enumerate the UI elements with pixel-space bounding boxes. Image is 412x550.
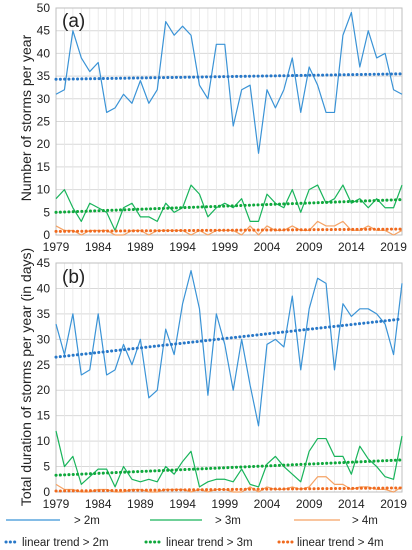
panel-a-ytick-label: 30 bbox=[37, 92, 51, 106]
panel-a-trend-t3m bbox=[54, 198, 404, 214]
panel-b-ylabel: Total duration of storms per year (in da… bbox=[18, 248, 34, 506]
panel-a-ytick-label: 25 bbox=[37, 115, 51, 129]
panel-a-ytick-label: 50 bbox=[37, 1, 51, 15]
legend-label-s4m: > 4m bbox=[352, 515, 378, 527]
panel-a-xtick-label: 1979 bbox=[43, 240, 70, 254]
panel-b-ytick-label: 5 bbox=[43, 460, 50, 474]
panel-b-xtick-label: 2004 bbox=[254, 497, 281, 511]
panel-b-chart: 0 5 10 15 20 25 30 35 40 45 1979 1984 1989 1994 1999 20… bbox=[18, 248, 407, 511]
legend-label-t4m: linear trend > 4m bbox=[297, 537, 384, 549]
panel-b-xtick-label: 2009 bbox=[296, 497, 323, 511]
panel-a-xtick-label: 2004 bbox=[254, 240, 281, 254]
panel-a-ytick-label: 35 bbox=[37, 69, 51, 83]
panel-a-xtick-label: 2014 bbox=[338, 240, 365, 254]
panel-b-tag: (b) bbox=[62, 267, 85, 288]
legend-label-s2m: > 2m bbox=[74, 515, 100, 527]
panel-b-xtick-label: 1984 bbox=[85, 497, 112, 511]
panel-a-ytick-label: 45 bbox=[37, 24, 51, 38]
panel-a-xtick-label: 1984 bbox=[85, 240, 112, 254]
panel-a-ytick-label: 0 bbox=[43, 228, 50, 242]
panel-a-trend-t4m bbox=[54, 227, 404, 233]
panel-b-ytick-label: 40 bbox=[37, 281, 51, 295]
panel-b-series-s2m bbox=[55, 270, 403, 427]
panel-b-ytick-label: 25 bbox=[37, 358, 51, 372]
panel-b-xtick-label: 1979 bbox=[43, 497, 70, 511]
panel-a-xtick-label: 1989 bbox=[127, 240, 154, 254]
panel-b-series-s3m bbox=[55, 430, 403, 488]
panel-a-xtick-label: 1999 bbox=[211, 240, 238, 254]
panel-a-ytick-label: 40 bbox=[37, 46, 51, 60]
panel-a-ytick-label: 10 bbox=[37, 183, 51, 197]
panel-a-ytick-label: 5 bbox=[43, 205, 50, 219]
panel-b-ytick-label: 0 bbox=[43, 485, 50, 499]
legend: > 2m > 3m > 4m linear trend > 2m linear … bbox=[4, 515, 384, 549]
panel-b-ytick-label: 20 bbox=[37, 383, 51, 397]
legend-label-s3m: > 3m bbox=[215, 515, 241, 527]
panel-a-plot-area bbox=[55, 7, 403, 236]
panel-b-xtick-label: 1999 bbox=[211, 497, 238, 511]
panel-a-xtick-label: 2009 bbox=[296, 240, 323, 254]
panel-b-ytick-label: 15 bbox=[37, 409, 51, 423]
panel-b-ytick-label: 10 bbox=[37, 434, 51, 448]
panel-a-series-s4m bbox=[55, 220, 403, 236]
panel-b-xtick-label: 1994 bbox=[169, 497, 196, 511]
legend-label-t3m: linear trend > 3m bbox=[166, 537, 253, 549]
panel-a-chart: 0 5 10 15 20 25 30 35 40 45 50 1979 1984 1989 1994 1999… bbox=[18, 1, 407, 254]
panel-a-series-s3m bbox=[55, 184, 403, 232]
panel-b-xtick-label: 2019 bbox=[380, 497, 407, 511]
panel-a-tag: (a) bbox=[62, 11, 85, 32]
panel-a-ylabel: Number of storms per year bbox=[18, 34, 34, 201]
panel-a-ytick-label: 15 bbox=[37, 160, 51, 174]
panel-b-trend-t4m bbox=[54, 486, 404, 493]
legend-label-t2m: linear trend > 2m bbox=[22, 537, 109, 549]
panel-a-xtick-label: 1994 bbox=[169, 240, 196, 254]
panel-a-xtick-label: 2019 bbox=[380, 240, 407, 254]
panel-b-trend-t2m bbox=[54, 317, 404, 359]
panel-b-ytick-label: 35 bbox=[37, 307, 51, 321]
panel-b-series-s4m bbox=[55, 476, 403, 493]
panel-b-plot-area bbox=[55, 262, 403, 493]
panel-a-series-s2m bbox=[55, 11, 403, 154]
panel-b-ytick-label: 45 bbox=[37, 256, 51, 270]
panel-b-xtick-label: 2014 bbox=[338, 497, 365, 511]
panel-a-ytick-label: 20 bbox=[37, 137, 51, 151]
panel-b-trend-t3m bbox=[54, 458, 404, 477]
panel-b-ytick-label: 30 bbox=[37, 332, 51, 346]
panel-a-trend-t2m bbox=[54, 72, 404, 81]
panel-b-xtick-label: 1989 bbox=[127, 497, 154, 511]
